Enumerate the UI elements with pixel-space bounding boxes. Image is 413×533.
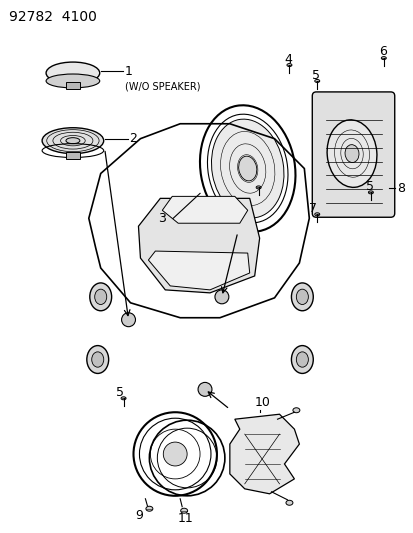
Ellipse shape bbox=[380, 56, 385, 60]
Ellipse shape bbox=[292, 408, 299, 413]
FancyBboxPatch shape bbox=[311, 92, 394, 217]
Circle shape bbox=[163, 442, 187, 466]
Ellipse shape bbox=[87, 345, 108, 374]
Ellipse shape bbox=[211, 119, 283, 218]
Polygon shape bbox=[138, 198, 259, 293]
Ellipse shape bbox=[180, 508, 187, 513]
Ellipse shape bbox=[368, 191, 373, 194]
Ellipse shape bbox=[286, 63, 291, 67]
Ellipse shape bbox=[90, 283, 112, 311]
Ellipse shape bbox=[145, 506, 152, 511]
Text: 7: 7 bbox=[309, 202, 316, 215]
Text: 5: 5 bbox=[115, 386, 123, 399]
Text: 6: 6 bbox=[378, 45, 386, 58]
FancyBboxPatch shape bbox=[66, 151, 80, 158]
Text: 5: 5 bbox=[365, 180, 373, 193]
Ellipse shape bbox=[344, 144, 358, 163]
Circle shape bbox=[197, 382, 211, 397]
Text: 5: 5 bbox=[311, 69, 320, 82]
Polygon shape bbox=[162, 196, 247, 223]
Ellipse shape bbox=[291, 283, 313, 311]
Text: 92782  4100: 92782 4100 bbox=[9, 10, 97, 25]
Text: 9: 9 bbox=[135, 509, 143, 522]
Text: 11: 11 bbox=[177, 512, 192, 525]
Ellipse shape bbox=[95, 289, 107, 304]
Circle shape bbox=[214, 290, 228, 304]
Ellipse shape bbox=[92, 352, 104, 367]
Ellipse shape bbox=[256, 186, 261, 189]
Text: 2: 2 bbox=[129, 132, 137, 145]
Ellipse shape bbox=[314, 213, 319, 216]
Ellipse shape bbox=[285, 500, 292, 505]
Ellipse shape bbox=[238, 156, 256, 181]
Ellipse shape bbox=[296, 352, 308, 367]
Text: 4: 4 bbox=[284, 53, 292, 66]
Ellipse shape bbox=[314, 79, 319, 83]
Polygon shape bbox=[229, 414, 299, 494]
Text: 10: 10 bbox=[254, 396, 270, 409]
Text: 3: 3 bbox=[158, 212, 166, 225]
Ellipse shape bbox=[291, 345, 313, 374]
FancyBboxPatch shape bbox=[66, 82, 80, 89]
Polygon shape bbox=[148, 251, 249, 290]
Text: 1: 1 bbox=[124, 64, 132, 77]
Ellipse shape bbox=[46, 62, 100, 84]
Ellipse shape bbox=[121, 397, 126, 400]
Ellipse shape bbox=[326, 120, 376, 188]
Ellipse shape bbox=[46, 74, 100, 88]
Text: 8: 8 bbox=[396, 182, 404, 195]
Ellipse shape bbox=[66, 138, 80, 144]
Text: (W/O SPEAKER): (W/O SPEAKER) bbox=[124, 82, 199, 92]
Circle shape bbox=[121, 313, 135, 327]
Ellipse shape bbox=[42, 128, 103, 154]
Ellipse shape bbox=[296, 289, 308, 304]
